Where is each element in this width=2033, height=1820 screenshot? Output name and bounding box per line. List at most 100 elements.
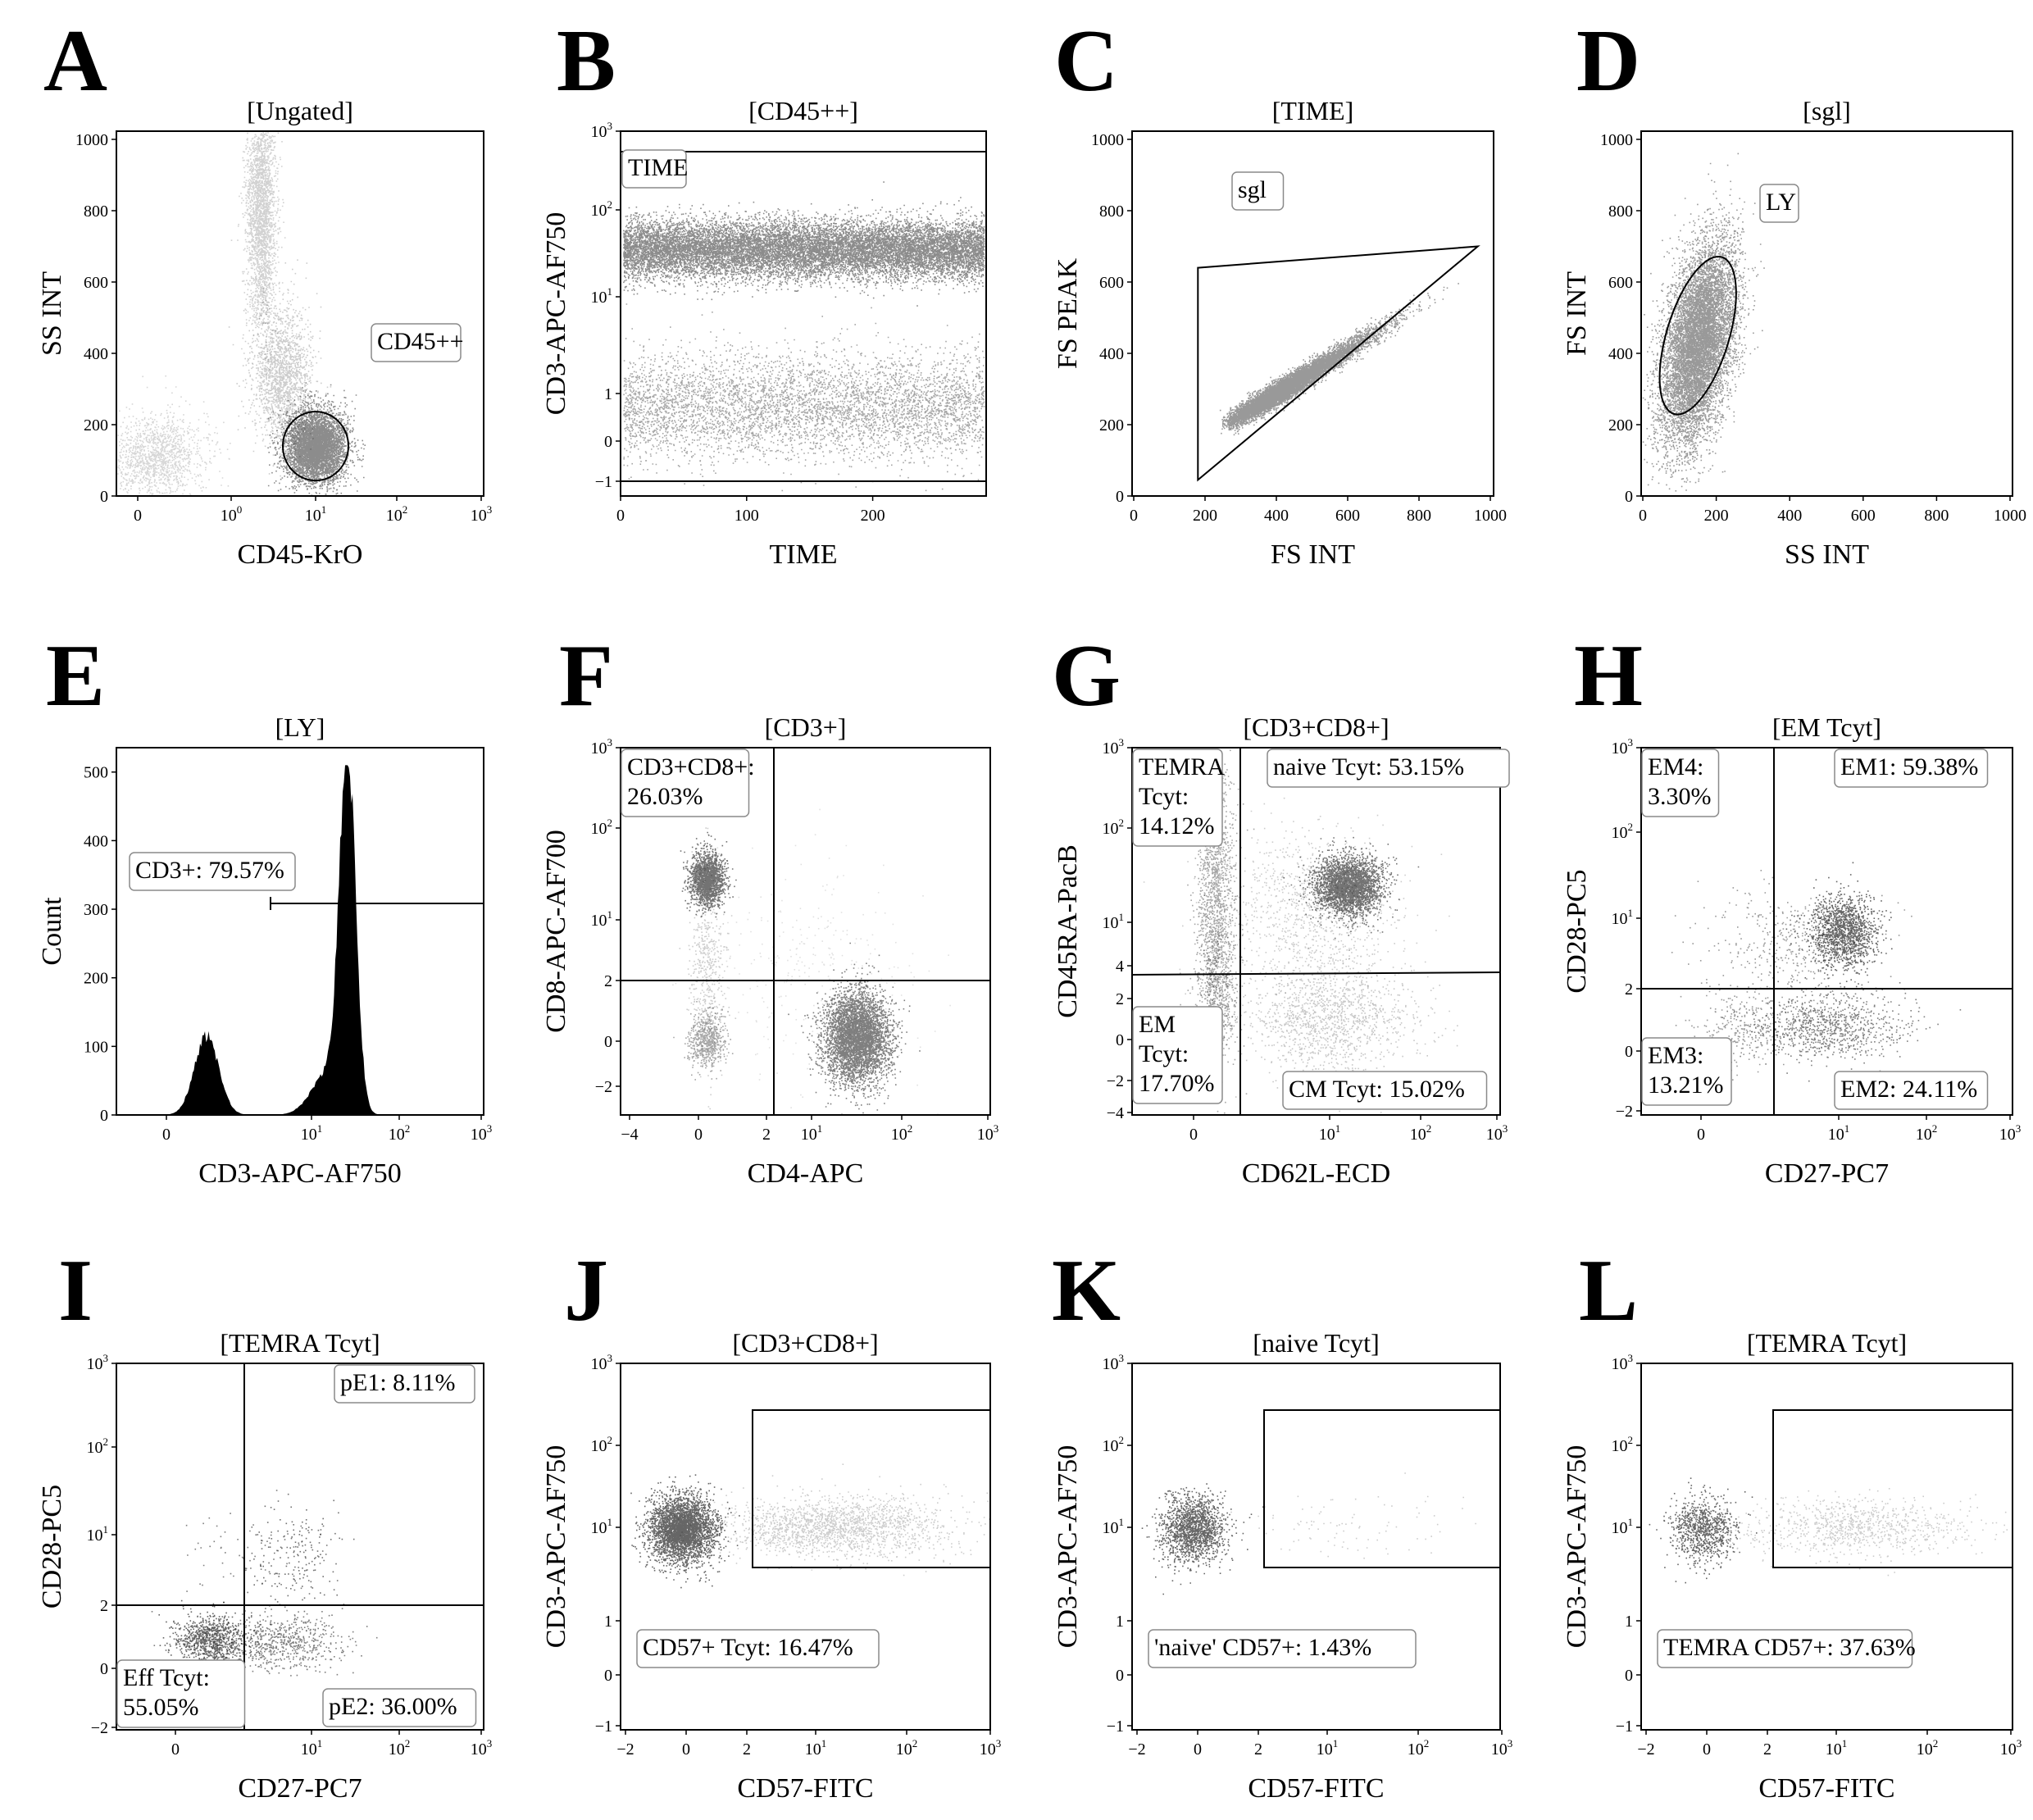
- x-axis-label: CD57-FITC: [737, 1773, 873, 1804]
- quadrant-label: 14.12%: [1139, 812, 1215, 839]
- y-tick-label: 0: [100, 488, 108, 506]
- y-tick-label: 103: [1103, 1352, 1125, 1373]
- quadrant-label: 3.30%: [1648, 783, 1712, 810]
- gate-label: CD57+ Tcyt: 16.47%: [643, 1634, 853, 1661]
- quadrant-label-box: [1834, 1071, 1989, 1110]
- y-tick-label: 1000: [75, 131, 108, 149]
- x-tick-label: 400: [1264, 507, 1289, 525]
- panel-letter: I: [58, 1242, 93, 1340]
- x-tick-label: 800: [1407, 507, 1431, 525]
- x-tick-label: −2: [1128, 1740, 1145, 1759]
- gate-label-box: [636, 1629, 880, 1668]
- gate-label-box: [621, 149, 687, 189]
- panel-F: F −4 0 2 101 102 103 −2 0 2 101 102 103 CD4-APC CD8-AP…: [541, 627, 998, 1189]
- panel-letter: F: [559, 627, 613, 725]
- gate-label: TEMRA CD57+: 37.63%: [1663, 1634, 1916, 1661]
- y-tick-label: 1000: [1091, 131, 1124, 149]
- gate-label: CD45++: [377, 328, 464, 355]
- x-axis-label: CD4-APC: [748, 1158, 864, 1189]
- x-tick-label: 103: [2000, 1737, 2022, 1759]
- events: [267, 382, 366, 497]
- events: [1642, 152, 1765, 492]
- events: [1188, 926, 1458, 1113]
- y-tick-label: 103: [1103, 736, 1125, 758]
- gate-label: CD3+CD8+:: [627, 753, 755, 780]
- x-axis-label: TIME: [769, 539, 837, 570]
- event-cluster: [1183, 1472, 1476, 1559]
- quadrant-label: EM2: 24.11%: [1840, 1076, 1977, 1103]
- panel-D: D 0 200 400 600 800 1000 0 200 400 600 800 1000 SS IN…: [1562, 12, 2026, 570]
- x-tick-label: 0: [1703, 1740, 1711, 1759]
- gate-label: LY: [1766, 189, 1796, 216]
- y-tick-label: 200: [1608, 416, 1633, 435]
- gate-label: TIME: [628, 154, 688, 181]
- y-tick-label: 0: [1116, 1667, 1124, 1685]
- y-tick-label: −1: [1616, 1718, 1633, 1736]
- x-tick-label: 0: [616, 507, 625, 525]
- gate-sgl: [1197, 245, 1480, 482]
- y-axis-label: SS INT: [37, 271, 67, 356]
- y-tick-label: 400: [84, 345, 108, 363]
- quadrant-label: pE2: 36.00%: [329, 1693, 457, 1720]
- plot-frame: [116, 747, 484, 1116]
- gate-label-box: [1231, 171, 1285, 211]
- panel-letter: L: [1579, 1242, 1638, 1340]
- panel-B: B0 100 200−101101102103TIMECD3-APC-AF750[C…: [541, 12, 987, 570]
- y-axis-label: CD3-APC-AF750: [541, 212, 571, 415]
- quadrant-label-box: [1132, 748, 1223, 847]
- y-tick-label: 102: [591, 1434, 613, 1455]
- panel-letter: K: [1052, 1242, 1121, 1340]
- y-tick-label: 103: [591, 736, 613, 758]
- histogram-bars: [116, 765, 484, 1115]
- panel-title: [naive Tcyt]: [1253, 1328, 1379, 1358]
- event-cluster: [1721, 973, 1962, 1082]
- gate-label: CD3+: 79.57%: [135, 857, 284, 884]
- y-axis-label: CD28-PC5: [1562, 869, 1592, 993]
- x-tick-label: 0: [134, 507, 142, 525]
- y-tick-label: 400: [84, 832, 108, 850]
- event-band: [623, 303, 985, 492]
- x-tick-label: 102: [896, 1737, 918, 1759]
- plot-frame: [1131, 747, 1501, 1116]
- gate-CD57+: [1263, 1409, 1501, 1568]
- event-cluster: [1642, 152, 1765, 492]
- x-tick-label: 0: [1189, 1126, 1198, 1144]
- y-axis-label: CD28-PC5: [37, 1485, 67, 1608]
- y-tick-label: 2: [604, 972, 612, 990]
- x-tick-label: 102: [386, 503, 408, 525]
- panel-title: [CD3+]: [765, 712, 847, 742]
- quadrant-label: EM4:: [1648, 753, 1703, 780]
- events: [1671, 870, 1912, 1004]
- y-tick-label: −4: [1107, 1104, 1124, 1122]
- x-tick-label: 0: [1194, 1740, 1202, 1759]
- events: [1187, 894, 1245, 1097]
- gate-label-box: [129, 852, 296, 891]
- quadrant-label: 13.21%: [1648, 1072, 1724, 1099]
- panel-title: [Ungated]: [247, 96, 353, 125]
- y-tick-label: −1: [595, 473, 612, 491]
- panel-title: [CD3+CD8+]: [1243, 712, 1389, 742]
- y-tick-label: −2: [91, 1719, 108, 1737]
- event-cluster: [679, 811, 737, 1110]
- panel-letter: C: [1054, 12, 1118, 110]
- y-tick-label: 101: [87, 1523, 109, 1545]
- x-axis-label: CD27-PC7: [1765, 1158, 1889, 1189]
- event-diagonal: [1219, 283, 1459, 436]
- quadrant-label: 55.05%: [123, 1694, 199, 1721]
- y-tick-label: 500: [84, 764, 108, 782]
- panel-H: H 0 101 102 103 −2 0 2 101 102 103 CD27-PC7 CD28-PC5…: [1562, 627, 2021, 1189]
- y-tick-label: 103: [591, 120, 613, 141]
- events: [788, 942, 921, 1116]
- x-tick-label: 103: [977, 1122, 999, 1144]
- y-tick-label: 400: [1099, 345, 1124, 363]
- x-tick-label: 103: [980, 1737, 1002, 1759]
- plot-frame: [116, 130, 484, 497]
- y-tick-label: 100: [84, 1038, 108, 1056]
- x-tick-label: 100: [221, 503, 243, 525]
- panel-letter: D: [1576, 12, 1640, 110]
- x-tick-label: 101: [801, 1122, 823, 1144]
- event-cluster: [230, 132, 289, 423]
- gate-label-box: [371, 323, 462, 362]
- events: [1649, 1477, 1758, 1584]
- x-tick-label: 600: [1851, 507, 1876, 525]
